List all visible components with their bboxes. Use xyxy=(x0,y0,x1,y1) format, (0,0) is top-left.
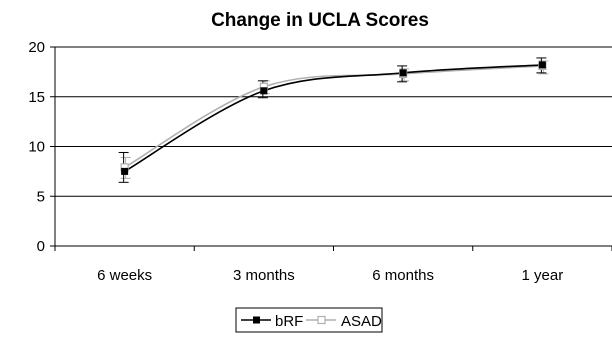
x-tick-label: 6 months xyxy=(372,267,434,284)
y-tick-label: 15 xyxy=(28,89,45,106)
legend-asad-marker xyxy=(317,315,326,325)
legend-label-brf: bRF xyxy=(275,313,303,330)
y-tick-labels: 0 5 10 15 20 xyxy=(28,39,45,255)
marker-brf xyxy=(121,167,129,175)
x-tick-label: 6 weeks xyxy=(97,267,152,284)
series-line-brf xyxy=(124,64,543,173)
legend-brf-marker xyxy=(253,316,260,324)
y-tick-label: 20 xyxy=(28,39,45,56)
series-line-asad xyxy=(124,65,543,169)
marker-brf xyxy=(538,61,546,69)
y-tick-label: 10 xyxy=(28,139,45,156)
axes xyxy=(50,46,612,251)
legend: bRF ASAD xyxy=(235,307,383,333)
x-tick-labels: 6 weeks 3 months 6 months 1 year xyxy=(97,267,563,284)
y-tick-label: 0 xyxy=(37,238,45,255)
y-tick-label: 5 xyxy=(37,188,45,205)
marker-brf xyxy=(260,87,268,95)
series-markers xyxy=(120,61,547,175)
legend-label-asad: ASAD xyxy=(341,313,382,330)
marker-brf xyxy=(399,69,407,77)
chart-title: Change in UCLA Scores xyxy=(211,10,429,31)
x-tick-label: 3 months xyxy=(233,267,295,284)
grid-lines xyxy=(55,46,612,197)
x-tick-label: 1 year xyxy=(522,267,564,284)
series-lines xyxy=(124,64,543,173)
